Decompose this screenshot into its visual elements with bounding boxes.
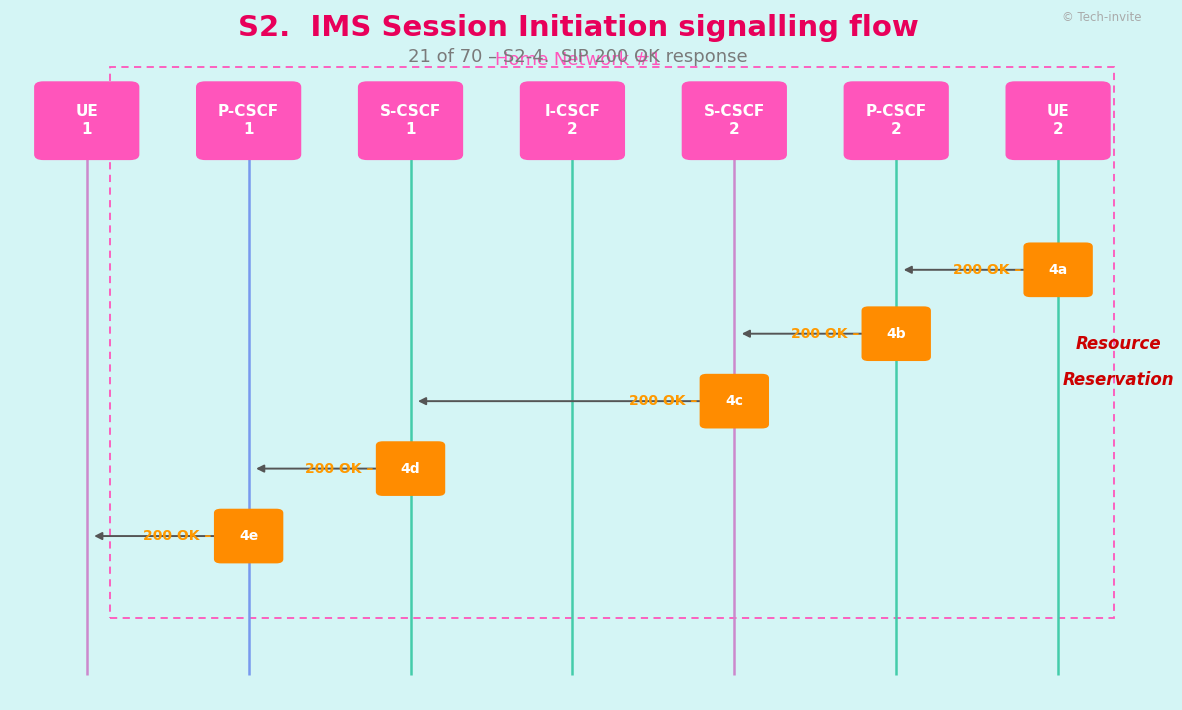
FancyBboxPatch shape — [1006, 82, 1111, 160]
Text: P-CSCF
2: P-CSCF 2 — [865, 104, 927, 137]
Text: Reservation: Reservation — [1063, 371, 1174, 389]
FancyBboxPatch shape — [844, 82, 949, 160]
FancyBboxPatch shape — [1024, 243, 1093, 297]
Text: 4e: 4e — [239, 529, 258, 543]
Text: 200 OK –: 200 OK – — [629, 394, 697, 408]
FancyBboxPatch shape — [34, 82, 139, 160]
FancyBboxPatch shape — [376, 441, 446, 496]
Text: Resource: Resource — [1076, 335, 1161, 354]
Text: UE
2: UE 2 — [1047, 104, 1070, 137]
Text: P-CSCF
1: P-CSCF 1 — [217, 104, 279, 137]
Text: 200 OK –: 200 OK – — [305, 462, 374, 476]
Text: 4b: 4b — [886, 327, 907, 341]
Text: 21 of 70 – S2-4.  SIP 200 OK response: 21 of 70 – S2-4. SIP 200 OK response — [409, 48, 748, 66]
Text: I-CSCF
2: I-CSCF 2 — [545, 104, 600, 137]
FancyBboxPatch shape — [520, 82, 625, 160]
Text: © Tech-invite: © Tech-invite — [1061, 11, 1142, 24]
Text: 4a: 4a — [1048, 263, 1067, 277]
FancyBboxPatch shape — [214, 508, 284, 564]
Text: S-CSCF
1: S-CSCF 1 — [379, 104, 441, 137]
Text: 4c: 4c — [726, 394, 743, 408]
Text: S-CSCF
2: S-CSCF 2 — [703, 104, 765, 137]
FancyBboxPatch shape — [358, 82, 463, 160]
Bar — [110, 67, 1113, 618]
Text: S2.  IMS Session Initiation signalling flow: S2. IMS Session Initiation signalling fl… — [238, 14, 918, 43]
Text: 200 OK –: 200 OK – — [791, 327, 859, 341]
Text: 200 OK –: 200 OK – — [143, 529, 212, 543]
Text: Home Network #1: Home Network #1 — [495, 51, 662, 70]
FancyBboxPatch shape — [862, 307, 931, 361]
FancyBboxPatch shape — [682, 82, 787, 160]
Text: 4d: 4d — [401, 462, 421, 476]
Text: UE
1: UE 1 — [76, 104, 98, 137]
FancyBboxPatch shape — [700, 373, 769, 428]
FancyBboxPatch shape — [196, 82, 301, 160]
Text: 200 OK –: 200 OK – — [953, 263, 1021, 277]
